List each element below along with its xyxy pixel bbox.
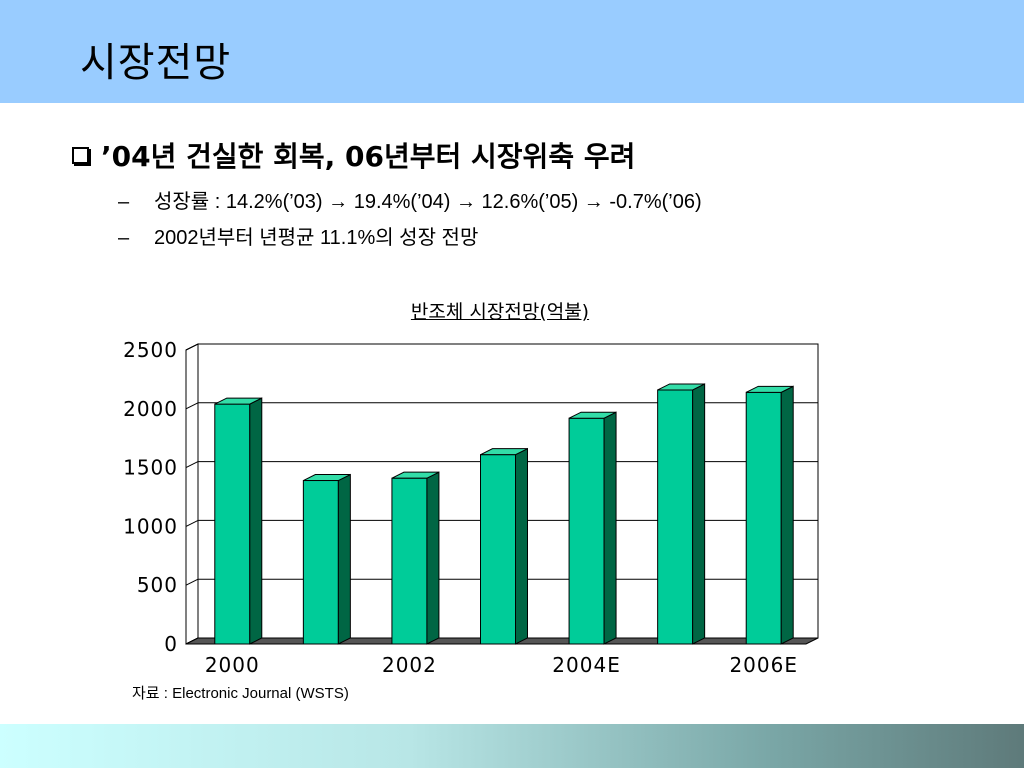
bar	[214, 403, 251, 645]
footer-band	[0, 724, 1024, 768]
main-bullet: ’04년 건실한 회복, 06년부터 시장위축 우려	[72, 135, 635, 175]
sub-bullet-text: 2002년부터 년평균 11.1%의 성장 전망	[154, 227, 479, 249]
bar-side	[780, 385, 794, 645]
bar-side	[692, 383, 706, 645]
bar	[302, 480, 339, 645]
bar	[657, 389, 694, 645]
y-tick-label: 1000	[123, 514, 178, 538]
bar-top	[214, 397, 263, 405]
title-banner	[0, 0, 1024, 103]
sub-bullet-forecast: – 2002년부터 년평균 11.1%의 성장 전망	[118, 221, 478, 250]
bar-side	[426, 471, 440, 645]
y-tick-label: 2500	[123, 338, 178, 362]
chart-side-wall	[185, 343, 199, 645]
bar	[480, 454, 516, 645]
y-tick-label: 1500	[123, 456, 178, 480]
gridline-side	[185, 402, 199, 410]
gridline-side	[185, 578, 199, 586]
bar-side	[249, 397, 263, 645]
y-tick-label: 2000	[123, 397, 178, 421]
source-note: 자료 : Electronic Journal (WSTS)	[132, 685, 349, 702]
y-tick-label: 500	[137, 573, 178, 597]
checkbox-bullet-icon	[72, 147, 89, 164]
main-bullet-text: ’04년 건실한 회복, 06년부터 시장위축 우려	[101, 140, 636, 173]
x-tick-label: 2000	[205, 653, 260, 677]
bar-top	[303, 474, 351, 482]
bar	[391, 477, 428, 645]
bar-top	[480, 448, 528, 456]
dash-icon: –	[118, 191, 130, 213]
bar-top	[745, 385, 794, 393]
sub-bullet-growth: – 성장률 : 14.2%(’03) → 19.4%(’04) → 12.6%(’…	[118, 185, 702, 214]
bar-side	[337, 473, 351, 645]
x-tick-label: 2002	[382, 653, 437, 677]
x-tick-label: 2004E	[552, 653, 621, 677]
bar-side	[515, 447, 528, 645]
bar	[745, 391, 782, 645]
gridline-side	[185, 461, 199, 469]
gridline-side	[185, 343, 199, 351]
dash-icon: –	[118, 227, 130, 249]
bar-top	[568, 411, 617, 419]
bar	[568, 417, 605, 645]
bar-top	[657, 383, 705, 391]
bar-top	[391, 471, 440, 479]
gridline-side	[185, 519, 199, 527]
page-title: 시장전망	[80, 40, 232, 86]
x-tick-label: 2006E	[729, 653, 798, 677]
bar-side	[603, 411, 617, 645]
y-tick-label: 0	[164, 632, 178, 656]
sub-bullet-text: 성장률 : 14.2%(’03) → 19.4%(’04) → 12.6%(’0…	[154, 191, 702, 213]
chart-title: 반조체 시장전망(억불)	[410, 301, 590, 323]
